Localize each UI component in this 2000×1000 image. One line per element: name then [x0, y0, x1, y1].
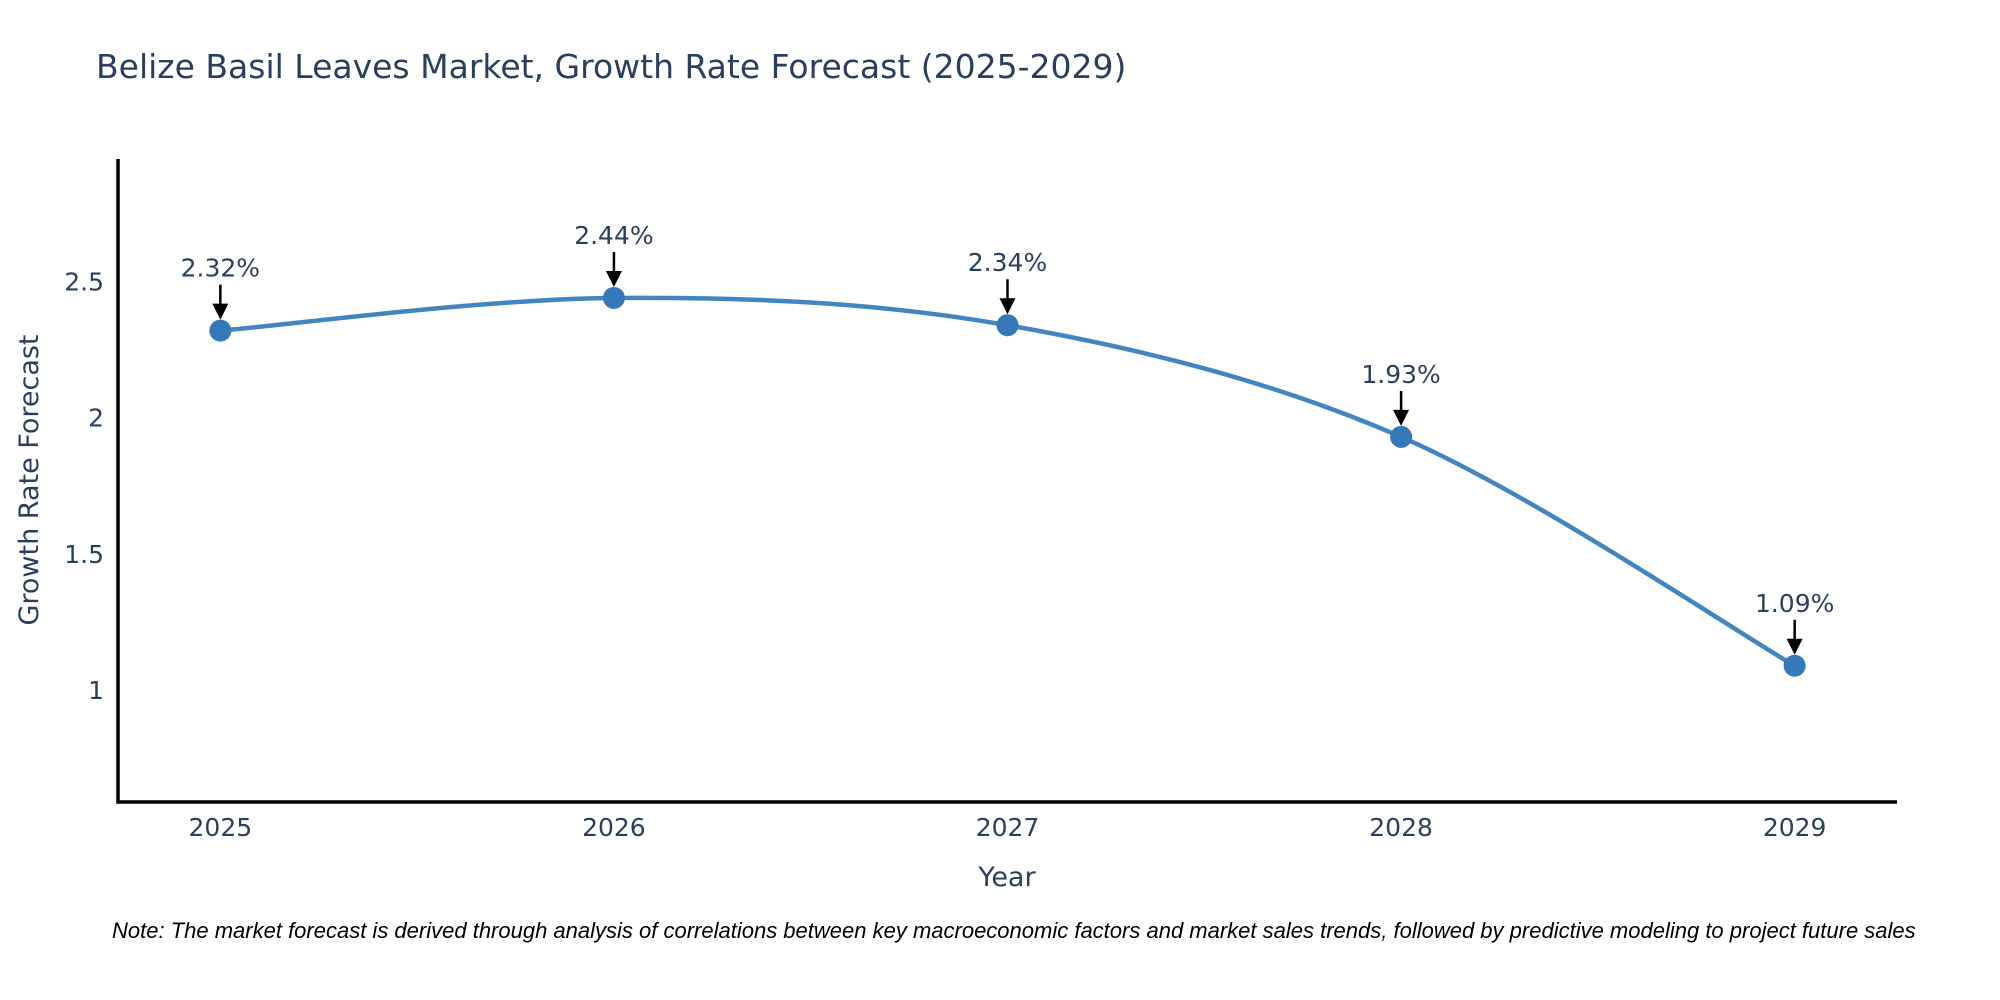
annotation-label: 2.32%: [181, 254, 260, 283]
axis-spines: [116, 159, 1897, 804]
annotation-arrowhead: [999, 298, 1016, 315]
x-tick-label: 2027: [976, 813, 1040, 842]
plot-area: 1 1.5 2 2.5 2025 2026 2027 2028 2029 2.32% 2.44% 2.…: [64, 159, 1897, 842]
y-tick-label: 1.5: [64, 540, 104, 569]
x-tick-label: 2025: [189, 813, 253, 842]
data-point-marker: [1390, 425, 1413, 448]
x-tick-label: 2028: [1369, 813, 1433, 842]
annotation-label: 2.44%: [574, 221, 653, 250]
y-tick-label: 2: [88, 404, 104, 433]
data-point-marker: [1783, 654, 1806, 677]
x-axis-title: Year: [977, 862, 1036, 893]
annotation-arrowhead: [605, 270, 622, 287]
annotation-arrowhead: [1393, 409, 1410, 426]
footnote: Note: The market forecast is derived thr…: [112, 918, 1916, 943]
x-tick-label: 2026: [582, 813, 646, 842]
data-point-marker: [209, 319, 232, 342]
chart-title: Belize Basil Leaves Market, Growth Rate …: [96, 47, 1127, 86]
annotation-label: 2.34%: [968, 248, 1047, 277]
line-series: [220, 295, 1796, 668]
y-axis-title: Growth Rate Forecast: [14, 334, 45, 625]
annotation-arrowhead: [212, 303, 229, 320]
y-tick-label: 2.5: [64, 267, 104, 296]
data-point-marker: [602, 286, 625, 309]
data-point-marker: [996, 314, 1019, 337]
annotation-label: 1.93%: [1361, 360, 1440, 389]
x-tick-label: 2029: [1763, 813, 1827, 842]
y-tick-label: 1: [88, 676, 104, 705]
annotation-arrowhead: [1786, 638, 1803, 655]
annotation-label: 1.09%: [1755, 589, 1834, 618]
